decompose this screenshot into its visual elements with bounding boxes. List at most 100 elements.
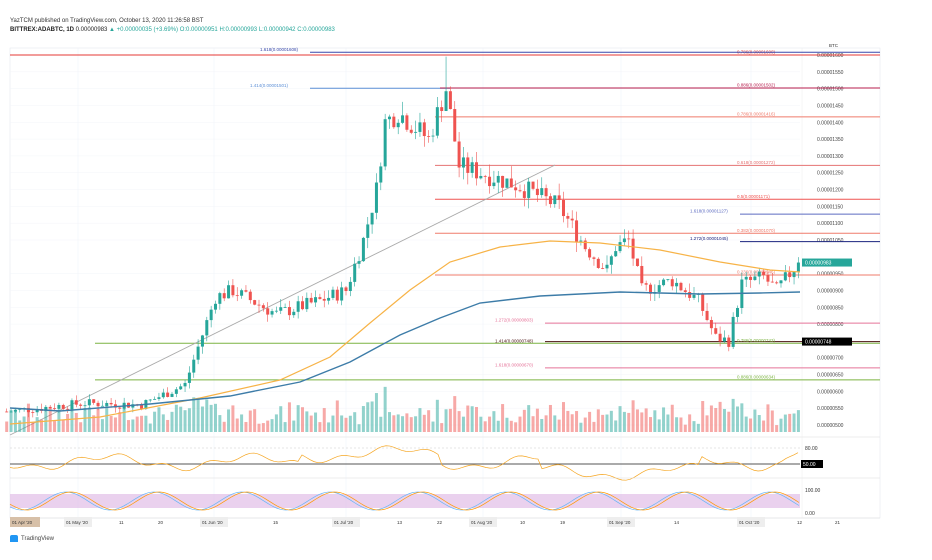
- volume-bar: [418, 408, 422, 432]
- candle-body: [509, 178, 513, 188]
- stoch-k-line: [9, 491, 800, 511]
- volume-bar: [696, 423, 700, 432]
- candle-body: [575, 220, 579, 242]
- candle-body: [440, 107, 444, 112]
- volume-bar: [79, 422, 83, 432]
- y-tick-label: 0.00000800: [817, 322, 844, 328]
- volume-bar: [535, 408, 539, 432]
- y-tick-label: 0.00000900: [817, 288, 844, 294]
- volume-bar: [583, 417, 587, 432]
- tradingview-brand[interactable]: TradingView: [10, 535, 54, 542]
- currency-label: BTC: [829, 43, 839, 48]
- volume-bar: [496, 420, 500, 432]
- volume-bar: [527, 405, 531, 432]
- volume-bar: [444, 409, 448, 432]
- volume-bar: [601, 414, 605, 432]
- candle-body: [448, 91, 452, 110]
- candle-body: [783, 272, 787, 281]
- candle-body: [562, 200, 565, 217]
- volume-bar: [127, 420, 130, 432]
- candle-body: [161, 392, 165, 398]
- crosshair-date-label: 01 Apr '20: [12, 520, 33, 525]
- candle-body: [431, 135, 435, 137]
- candle-body: [640, 265, 644, 284]
- candle-body: [348, 281, 352, 292]
- volume-bar: [401, 416, 405, 432]
- x-tick-bg: [332, 517, 360, 527]
- candle-body: [670, 279, 674, 287]
- volume-bar: [531, 416, 535, 432]
- volume-bar: [405, 413, 409, 432]
- volume-bar: [792, 413, 796, 432]
- candle-body: [409, 129, 413, 133]
- low: L:0.00000942: [258, 27, 296, 33]
- stoch-label-0: 0.00: [805, 511, 815, 517]
- volume-bar: [409, 417, 413, 432]
- candle-body: [74, 400, 78, 405]
- symbol-line: BITTREX:ADABTC, 1D 0.00000983 ▲ +0.00000…: [10, 27, 335, 33]
- candle-body: [488, 176, 492, 187]
- x-tick-label: 01 Aug '20: [471, 520, 493, 525]
- fib-level-label: 1.618(0.00000670): [495, 362, 534, 367]
- candle-body: [527, 181, 531, 198]
- candle-body: [83, 405, 87, 407]
- volume-bar: [488, 416, 492, 432]
- x-tick-label: 01 Jul '20: [334, 520, 354, 525]
- volume-bar: [727, 411, 731, 432]
- volume-bar: [87, 407, 91, 432]
- volume-bar: [209, 404, 213, 432]
- volume-bar: [388, 412, 391, 432]
- volume-bar: [144, 415, 148, 432]
- x-tick-label: 01 Jun '20: [202, 520, 223, 525]
- volume-bar: [44, 407, 48, 432]
- candle-body: [522, 191, 526, 198]
- volume-bar: [327, 422, 331, 432]
- volume-bar: [296, 405, 300, 432]
- candle-body: [557, 195, 561, 201]
- volume-bar: [205, 399, 209, 432]
- candle-body: [475, 162, 478, 179]
- volume-bar: [414, 416, 418, 432]
- volume-bar: [566, 410, 570, 432]
- volume-bar: [148, 423, 152, 432]
- candle-body: [627, 238, 631, 240]
- volume-bar: [353, 412, 357, 432]
- candle-body: [405, 115, 409, 130]
- crosshair-date-bg: [10, 517, 40, 527]
- candle-body: [592, 257, 596, 259]
- volume-bar: [253, 409, 257, 432]
- x-tick-label: 22: [437, 520, 443, 525]
- y-tick-label: 0.00001450: [817, 103, 844, 109]
- y-tick-label: 0.00000500: [817, 423, 844, 429]
- candle-body: [418, 122, 422, 132]
- volume-bar: [657, 419, 661, 432]
- y-tick-label: 0.00001100: [817, 221, 843, 227]
- volume-bar: [492, 411, 496, 432]
- volume-bar: [440, 423, 444, 432]
- fib-level-label: 0.786(0.00001416): [737, 111, 776, 116]
- volume-bar: [174, 404, 178, 432]
- candle-body: [483, 175, 487, 177]
- candle-body: [635, 258, 639, 266]
- volume-bar: [453, 396, 457, 432]
- candle-body: [757, 271, 761, 277]
- volume-bar: [61, 419, 65, 432]
- y-tick-label: 0.00001050: [817, 238, 844, 244]
- stoch-band: [10, 494, 800, 508]
- rsi-label-80: 80.00: [805, 446, 818, 452]
- candle-body: [501, 175, 505, 188]
- candle-body: [435, 107, 439, 136]
- candle-body: [374, 182, 378, 213]
- fib-level-label: 1.414(0.00000748): [495, 339, 534, 344]
- volume-bar: [5, 421, 9, 432]
- candle-body: [705, 310, 709, 321]
- candle-body: [548, 196, 552, 205]
- candle-body: [196, 346, 200, 360]
- candle-body: [544, 188, 548, 197]
- candle-body: [796, 262, 800, 272]
- volume-bar: [579, 422, 583, 432]
- volume-bar: [309, 415, 313, 432]
- volume-bar: [248, 410, 252, 432]
- volume-bar: [518, 416, 522, 432]
